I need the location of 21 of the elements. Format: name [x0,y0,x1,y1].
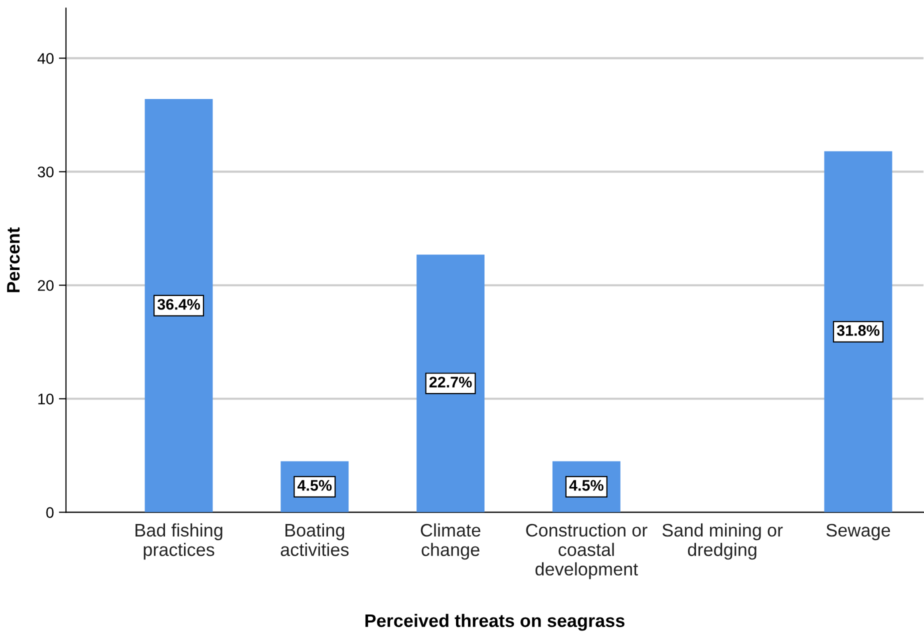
y-tick-label: 30 [38,166,54,178]
y-tick-label: 20 [38,280,54,291]
bar [824,151,892,512]
x-tick-label: Construction or coastal development [526,523,648,580]
data-label: 36.4% [157,298,200,310]
x-tick-label: Bad fishing practices [136,523,222,560]
data-label: 22.7% [429,376,472,388]
x-tick-label: Climate change [420,523,480,560]
data-label: 4.5% [569,480,604,491]
x-tick-label: Sewage [826,524,890,540]
x-axis-title: Perceived threats on seagrass [365,614,624,631]
y-tick-label: 10 [38,394,54,404]
data-label: 4.5% [297,480,332,491]
bar [144,99,213,512]
y-axis-title: Percent [7,227,20,292]
y-tick-label: 40 [38,53,54,64]
data-label: 31.8% [836,325,880,336]
bar [416,254,485,512]
x-tick-label: Sand mining or dredging [662,523,783,560]
x-tick-label: Boating activities [280,523,349,556]
y-tick-label: 0 [46,507,54,518]
